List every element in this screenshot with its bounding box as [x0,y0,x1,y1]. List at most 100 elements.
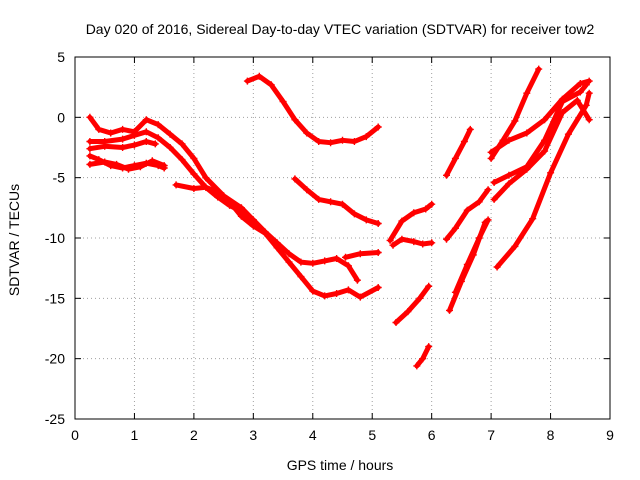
data-point [585,77,593,85]
data-point [487,154,495,162]
data-point [511,242,519,250]
data-point [86,145,94,153]
series-track-14 [443,125,474,179]
data-point [443,235,450,243]
data-point [490,179,498,186]
data-point [142,128,150,136]
data-point [95,125,103,133]
y-tick-label: -10 [45,230,65,246]
y-tick-label: -20 [45,351,65,367]
data-point [451,154,459,162]
x-axis-title: GPS time / hours [287,457,394,473]
data-point [291,116,299,124]
data-point [422,205,430,213]
y-tick-label: 5 [57,49,65,65]
data-point [214,188,222,196]
data-point [101,142,109,150]
data-point [327,139,335,147]
series-track-19 [487,77,593,156]
x-tick-label: 7 [487,427,495,443]
data-point [291,175,299,183]
series-track-17 [451,216,492,296]
x-tick-label: 6 [428,427,436,443]
data-point [416,294,424,302]
data-point [505,180,513,188]
data-point [463,261,471,268]
data-point [443,171,450,179]
data-point [190,154,198,162]
data-point [576,88,584,96]
data-point [582,81,590,89]
data-point [285,258,293,266]
data-point [130,131,138,139]
data-point [398,235,406,243]
data-point [350,138,358,145]
data-point [86,138,94,145]
data-point [487,148,495,156]
series-track-11 [386,200,436,244]
data-point [321,257,329,265]
data-point [541,116,549,124]
series-track-12 [392,282,433,326]
data-point [505,171,513,179]
data-point [342,253,349,261]
data-point [350,210,358,218]
data-point [484,186,492,194]
data-point [333,290,341,297]
series-trace [452,217,491,295]
data-point [362,216,370,224]
data-point [309,287,317,295]
data-point [425,343,433,351]
x-tick-label: 2 [190,427,198,443]
data-point [273,244,281,252]
data-point [386,236,394,244]
data-point [101,158,109,166]
data-point [413,362,421,370]
data-point [339,136,346,144]
data-point [374,123,382,131]
data-point [374,284,382,291]
data-point [113,160,121,168]
x-tick-label: 9 [606,427,614,443]
data-point [202,183,210,191]
series-track-7 [243,72,382,147]
data-point [529,215,537,223]
chart-title: Day 020 of 2016, Sidereal Day-to-day VTE… [86,21,595,37]
series-track-10 [389,235,436,249]
data-point [398,217,406,225]
data-point [86,152,94,160]
data-point [166,130,174,138]
data-point [154,121,162,129]
data-point [392,319,400,326]
data-point [333,255,341,262]
data-point [267,81,275,89]
data-point [142,138,150,145]
data-point [505,136,513,144]
data-point [178,156,186,164]
data-point [303,186,311,194]
data-point [419,355,427,363]
data-point [130,141,138,149]
data-point [564,130,572,138]
data-point [279,98,287,106]
data-point [356,293,364,301]
data-point [261,229,269,237]
x-tick-label: 5 [368,427,376,443]
data-point [249,216,257,224]
data-point [107,129,115,137]
data-point [255,72,263,80]
data-point [327,198,335,206]
series-track-15 [443,186,492,243]
data-point [142,116,150,124]
data-point [178,140,186,148]
data-point [297,258,305,266]
x-tick-label: 4 [309,427,317,443]
data-point [202,174,210,182]
data-point [523,165,531,173]
data-point [463,206,471,214]
y-axis-title: SDTVAR / TECUs [6,184,22,296]
data-point [356,250,364,258]
data-point [86,160,94,168]
data-point [309,259,317,267]
